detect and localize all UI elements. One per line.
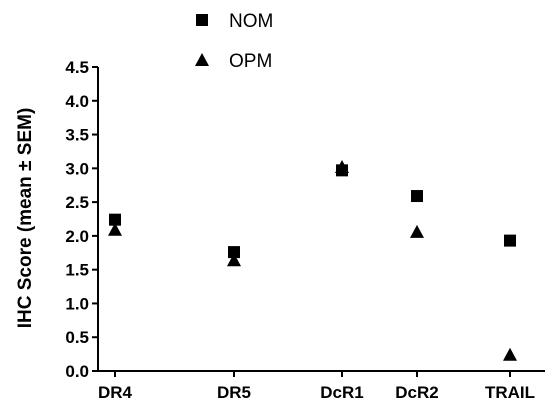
y-tick-label: 4.0 — [65, 92, 89, 111]
data-point — [227, 253, 241, 267]
x-tick-label: DcR2 — [395, 383, 438, 402]
legend-label: NOM — [229, 11, 273, 32]
y-tick-label: 2.5 — [65, 193, 89, 212]
y-tick-label: 1.5 — [65, 261, 89, 280]
x-tick-label: DR5 — [217, 383, 251, 402]
data-point — [504, 234, 516, 247]
data-point — [335, 159, 349, 173]
legend-marker — [195, 53, 209, 66]
legend-item-nom: NOM — [196, 11, 273, 32]
x-axis: DR4 DR5 DcR1 DcR2 TRAIL — [98, 370, 545, 402]
data-point — [109, 213, 121, 226]
legend: NOM OPM — [195, 11, 273, 72]
x-tick-label: DcR1 — [320, 383, 363, 402]
y-tick-label: 3.0 — [65, 159, 89, 178]
legend-label: OPM — [229, 51, 272, 72]
y-axis: 0.0 0.5 1.0 1.5 2.0 2.5 3.0 3.5 4.0 4.5 — [65, 58, 99, 381]
y-tick-label: 0.5 — [65, 328, 89, 347]
series-opm — [108, 159, 517, 361]
legend-item-opm: OPM — [195, 51, 272, 72]
data-point — [108, 222, 122, 236]
data-point — [410, 224, 424, 238]
legend-marker — [196, 14, 208, 26]
y-tick-label: 1.0 — [65, 294, 89, 313]
y-tick-label: 4.5 — [65, 58, 89, 77]
data-marks — [108, 159, 517, 361]
x-tick-label: DR4 — [98, 383, 133, 402]
data-point — [228, 246, 240, 259]
y-axis-label: IHC Score (mean ± SEM) — [15, 108, 36, 329]
y-tick-label: 2.0 — [65, 227, 89, 246]
y-tick-label: 3.5 — [65, 126, 89, 145]
data-point — [503, 347, 517, 361]
data-point — [411, 190, 423, 203]
x-tick-label: TRAIL — [485, 383, 535, 402]
y-tick-label: 0.0 — [65, 362, 89, 381]
series-nom — [109, 164, 516, 259]
